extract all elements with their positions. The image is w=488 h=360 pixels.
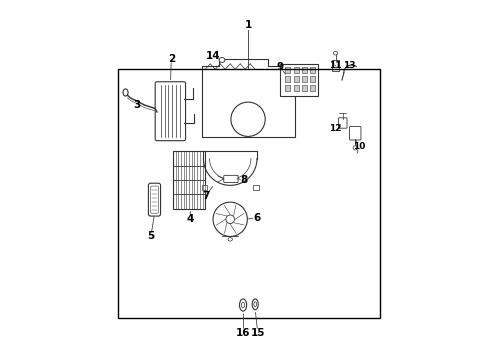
Bar [280,64,317,96]
FancyBboxPatch shape [150,186,158,213]
Ellipse shape [227,238,232,241]
Text: 11: 11 [328,61,341,70]
FancyBboxPatch shape [338,118,346,128]
Ellipse shape [333,51,337,55]
Circle shape [225,215,234,224]
Text: 5: 5 [147,231,154,241]
Bar [253,185,258,190]
Text: 8: 8 [241,175,247,185]
Text: 9: 9 [276,63,283,72]
FancyBboxPatch shape [349,126,360,140]
Bar [285,76,290,82]
Bar [309,76,315,82]
Text: 4: 4 [186,214,194,224]
FancyBboxPatch shape [224,175,238,183]
FancyBboxPatch shape [155,82,185,141]
Bar [285,85,290,91]
Bar [301,85,306,91]
Text: 12: 12 [329,124,341,133]
Text: 1: 1 [244,19,251,30]
Ellipse shape [239,299,246,311]
Text: 14: 14 [205,51,220,61]
Bar [293,85,298,91]
Circle shape [352,146,357,150]
Bar [309,85,315,91]
Text: 13: 13 [342,61,355,70]
Bar [118,69,380,318]
Ellipse shape [252,299,258,310]
Ellipse shape [219,58,224,63]
Text: 3: 3 [133,100,140,110]
Ellipse shape [241,302,244,308]
Bar [173,152,205,208]
Bar [301,67,306,73]
Text: 16: 16 [236,328,250,338]
Text: 10: 10 [352,141,364,150]
Bar [285,67,290,73]
Ellipse shape [123,89,128,96]
Bar [331,60,339,71]
Bar [309,67,315,73]
Text: 7: 7 [202,191,209,201]
Polygon shape [201,59,294,137]
Bar [201,185,206,190]
FancyBboxPatch shape [148,183,160,216]
Text: 6: 6 [253,212,260,222]
Bar [293,76,298,82]
Ellipse shape [253,302,256,307]
Circle shape [213,202,247,237]
Text: 15: 15 [250,328,264,338]
Circle shape [230,102,264,136]
Text: 2: 2 [167,54,175,64]
Bar [301,76,306,82]
Bar [293,67,298,73]
